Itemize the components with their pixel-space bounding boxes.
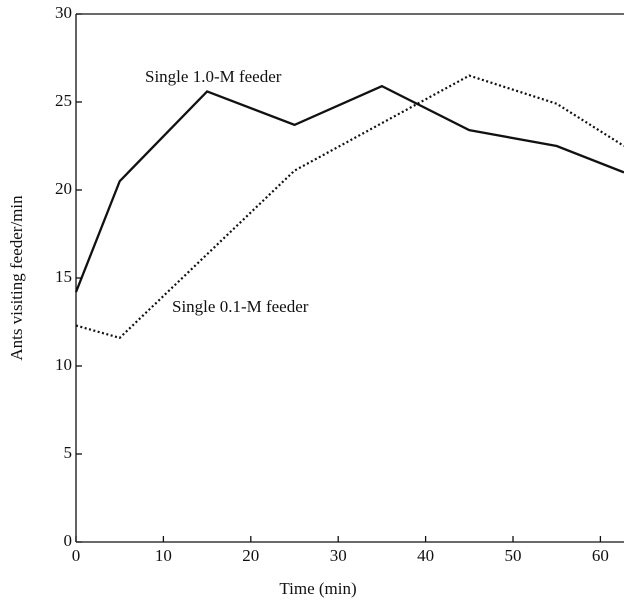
x-tick-label: 20	[242, 546, 259, 565]
y-tick-label: 0	[64, 531, 73, 550]
x-tick-label: 0	[72, 546, 81, 565]
series-line	[75, 74, 624, 340]
x-tick-label: 60	[592, 546, 609, 565]
series-label: Single 0.1-M feeder	[172, 297, 309, 316]
y-tick-label: 15	[55, 267, 72, 286]
y-tick-label: 25	[55, 91, 72, 110]
x-tick-label: 40	[417, 546, 434, 565]
x-tick-label: 10	[155, 546, 172, 565]
series-line	[74, 84, 624, 293]
y-tick-label: 30	[55, 3, 72, 22]
x-axis-label: Time (min)	[279, 579, 356, 598]
y-tick-label: 5	[64, 443, 73, 462]
y-tick-label: 20	[55, 179, 72, 198]
y-tick-label: 10	[55, 355, 72, 374]
series-label: Single 1.0-M feeder	[145, 67, 282, 86]
x-tick-label: 50	[505, 546, 522, 565]
x-tick-label: 30	[330, 546, 347, 565]
y-axis-label: Ants visiting feeder/min	[7, 195, 26, 361]
